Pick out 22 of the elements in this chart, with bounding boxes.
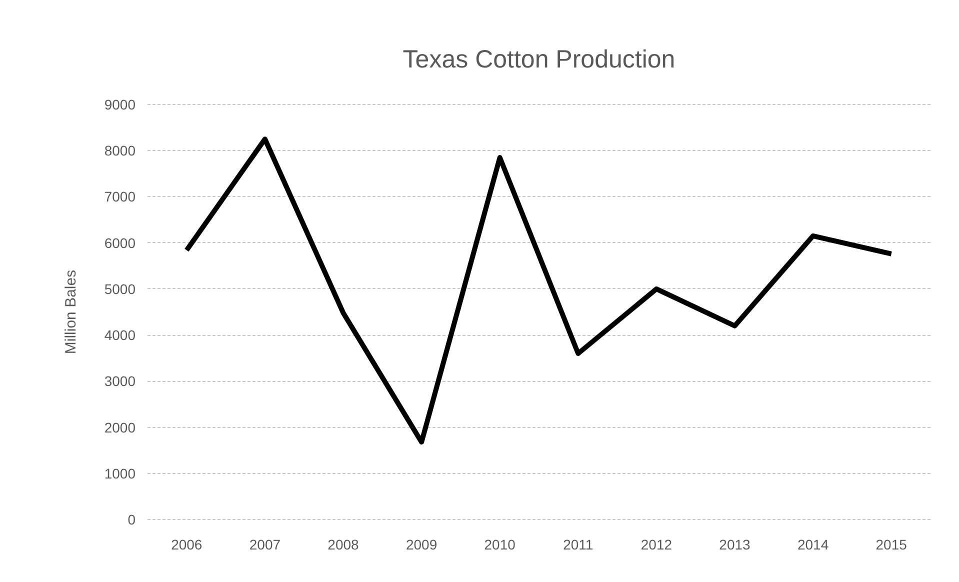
x-tick-label: 2012 [640,536,672,552]
x-tick-label: 2015 [876,536,908,552]
y-tick-label: 0 [128,512,136,528]
y-tick-label: 4000 [104,327,136,344]
x-tick-label: 2014 [797,536,829,552]
y-axis-title: Million Bales [62,270,80,354]
x-tick-label: 2009 [406,536,438,552]
y-tick-label: 3000 [104,373,136,390]
x-tick-label: 2010 [484,536,516,552]
y-tick-label: 6000 [104,234,136,251]
y-tick-label: 9000 [104,96,136,112]
y-tick-label: 2000 [104,419,136,436]
x-tick-label: 2006 [171,536,202,552]
y-tick-label: 7000 [104,188,136,205]
chart-title: Texas Cotton Production [402,46,676,74]
x-tick-label: 2013 [719,536,751,552]
x-tick-label: 2011 [563,536,594,552]
x-tick-label: 2007 [249,536,281,552]
x-tick-label: 2008 [328,536,360,552]
y-tick-label: 5000 [104,280,136,297]
y-tick-label: 1000 [104,465,136,482]
y-tick-label: 8000 [104,142,136,159]
